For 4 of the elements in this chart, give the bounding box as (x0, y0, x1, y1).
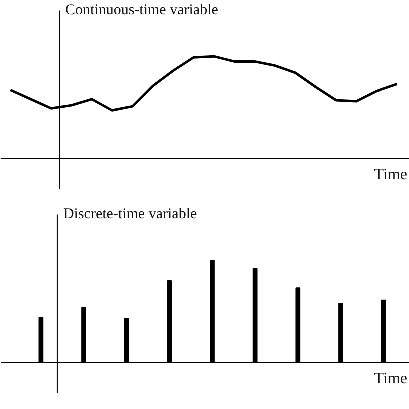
x-axis-title: Time (374, 166, 408, 184)
chart-title: Continuous-time variable (66, 2, 219, 19)
chart-title: Discrete-time variable (63, 206, 198, 223)
x-axis-title: Time (374, 370, 408, 388)
